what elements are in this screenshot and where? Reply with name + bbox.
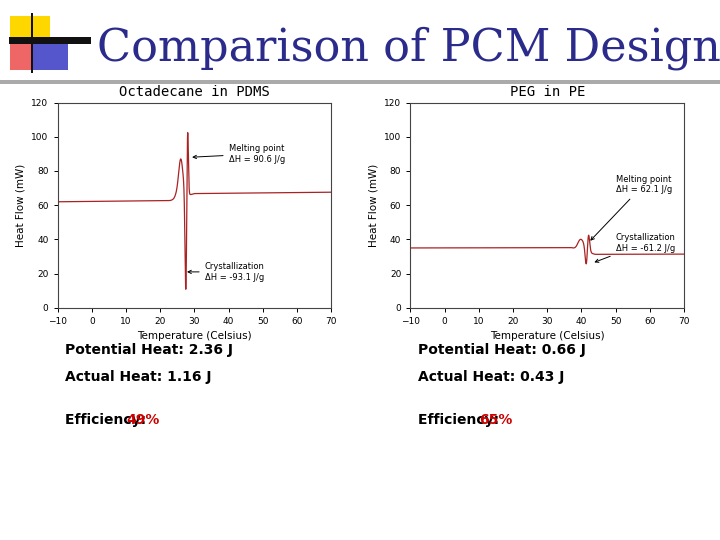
Text: 49%: 49%	[126, 413, 159, 427]
Title: PEG in PE: PEG in PE	[510, 85, 585, 99]
Text: Actual Heat: 0.43 J: Actual Heat: 0.43 J	[418, 370, 564, 384]
Text: Comparison of PCM Designs: Comparison of PCM Designs	[97, 27, 720, 70]
Text: Potential Heat: 2.36 J: Potential Heat: 2.36 J	[65, 343, 233, 357]
Text: Efficiency:: Efficiency:	[65, 413, 150, 427]
Text: 65%: 65%	[479, 413, 512, 427]
Text: Efficiency:: Efficiency:	[418, 413, 503, 427]
Text: Melting point
ΔH = 62.1 J/g: Melting point ΔH = 62.1 J/g	[591, 175, 672, 240]
Text: Crystallization
ΔH = -61.2 J/g: Crystallization ΔH = -61.2 J/g	[595, 233, 675, 262]
Text: Melting point
ΔH = 90.6 J/g: Melting point ΔH = 90.6 J/g	[193, 144, 285, 164]
X-axis label: Temperature (Celsius): Temperature (Celsius)	[137, 332, 252, 341]
Title: Octadecane in PDMS: Octadecane in PDMS	[119, 85, 270, 99]
Text: Crystallization
ΔH = -93.1 J/g: Crystallization ΔH = -93.1 J/g	[188, 262, 264, 281]
Text: Actual Heat: 1.16 J: Actual Heat: 1.16 J	[65, 370, 211, 384]
Text: Potential Heat: 0.66 J: Potential Heat: 0.66 J	[418, 343, 585, 357]
X-axis label: Temperature (Celsius): Temperature (Celsius)	[490, 332, 605, 341]
Y-axis label: Heat Flow (mW): Heat Flow (mW)	[369, 164, 379, 247]
Y-axis label: Heat Flow (mW): Heat Flow (mW)	[16, 164, 26, 247]
